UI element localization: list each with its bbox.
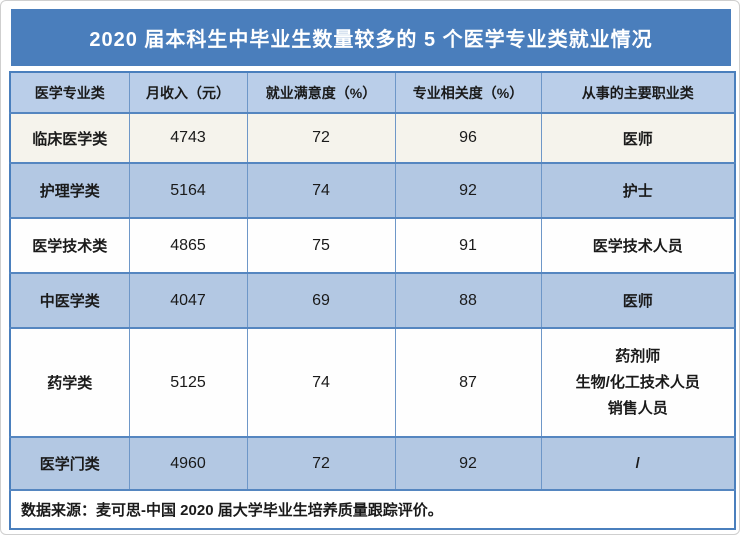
cell-jobs: 药剂师 生物/化工技术人员 销售人员 bbox=[540, 327, 735, 437]
table-row-nursing: 护理学类 5164 74 92 护士 bbox=[10, 162, 735, 218]
cell-income: 4047 bbox=[128, 272, 247, 328]
cell-satisfaction: 72 bbox=[246, 112, 395, 163]
cell-relevance: 87 bbox=[394, 327, 541, 437]
col-header-relevance: 专业相关度（%） bbox=[394, 72, 541, 113]
page-title: 2020 届本科生中毕业生数量较多的 5 个医学专业类就业情况 bbox=[89, 29, 653, 51]
col-header-satisfaction: 就业满意度（%） bbox=[246, 72, 395, 113]
data-source-note: 数据来源：麦可思-中国 2020 届大学毕业生培养质量跟踪评价。 bbox=[10, 489, 735, 529]
table-header-row: 医学专业类 月收入（元） 就业满意度（%） 专业相关度（%） 从事的主要职业类 bbox=[10, 72, 735, 113]
cell-satisfaction: 75 bbox=[246, 217, 395, 273]
cell-relevance: 92 bbox=[394, 436, 541, 490]
col-header-major: 医学专业类 bbox=[34, 84, 105, 101]
job-line: 销售人员 bbox=[607, 399, 668, 417]
cell-satisfaction: 69 bbox=[246, 272, 395, 328]
cell-relevance: 91 bbox=[394, 217, 541, 273]
cell-income: 4865 bbox=[128, 217, 247, 273]
cell-jobs: 医学技术人员 bbox=[540, 217, 735, 273]
cell-jobs: 医师 bbox=[540, 272, 735, 328]
cell-satisfaction: 74 bbox=[246, 327, 395, 437]
job-line: 生物/化工技术人员 bbox=[575, 373, 700, 391]
table-row-clinical-medicine: 临床医学类 4743 72 96 医师 bbox=[10, 112, 735, 163]
cell-major: 药学类 bbox=[10, 327, 129, 437]
cell-jobs: 护士 bbox=[540, 162, 735, 218]
cell-major: 护理学类 bbox=[10, 162, 129, 218]
cell-satisfaction: 72 bbox=[246, 436, 395, 490]
cell-major: 医学技术类 bbox=[10, 217, 129, 273]
title-bar: 2020 届本科生中毕业生数量较多的 5 个医学专业类就业情况 bbox=[11, 9, 731, 66]
col-header-income: 月收入（元） bbox=[128, 72, 247, 113]
table-row-medicine-category: 医学门类 4960 72 92 / bbox=[10, 436, 735, 490]
cell-relevance: 88 bbox=[394, 272, 541, 328]
cell-major: 临床医学类 bbox=[10, 112, 129, 163]
cell-jobs: 医师 bbox=[540, 112, 735, 163]
table-row-medical-technology: 医学技术类 4865 75 91 医学技术人员 bbox=[10, 217, 735, 273]
cell-satisfaction: 74 bbox=[246, 162, 395, 218]
cell-major: 医学门类 bbox=[10, 436, 129, 490]
table-row-chinese-medicine: 中医学类 4047 69 88 医师 bbox=[10, 272, 735, 328]
table-row-pharmacy: 药学类 5125 74 87 药剂师 生物/化工技术人员 销售人员 bbox=[10, 327, 735, 437]
source-row: 数据来源：麦可思-中国 2020 届大学毕业生培养质量跟踪评价。 bbox=[10, 489, 735, 529]
cell-relevance: 92 bbox=[394, 162, 541, 218]
cell-income: 5125 bbox=[128, 327, 247, 437]
col-header-jobs: 从事的主要职业类 bbox=[540, 72, 735, 113]
cell-income: 4743 bbox=[128, 112, 247, 163]
cell-jobs: / bbox=[540, 436, 735, 490]
cell-major: 中医学类 bbox=[10, 272, 129, 328]
job-line: 药剂师 bbox=[615, 347, 661, 365]
employment-table: 医学专业类 月收入（元） 就业满意度（%） 专业相关度（%） 从事的主要职业类 … bbox=[9, 71, 736, 530]
cell-income: 5164 bbox=[128, 162, 247, 218]
cell-relevance: 96 bbox=[394, 112, 541, 163]
cell-income: 4960 bbox=[128, 436, 247, 490]
